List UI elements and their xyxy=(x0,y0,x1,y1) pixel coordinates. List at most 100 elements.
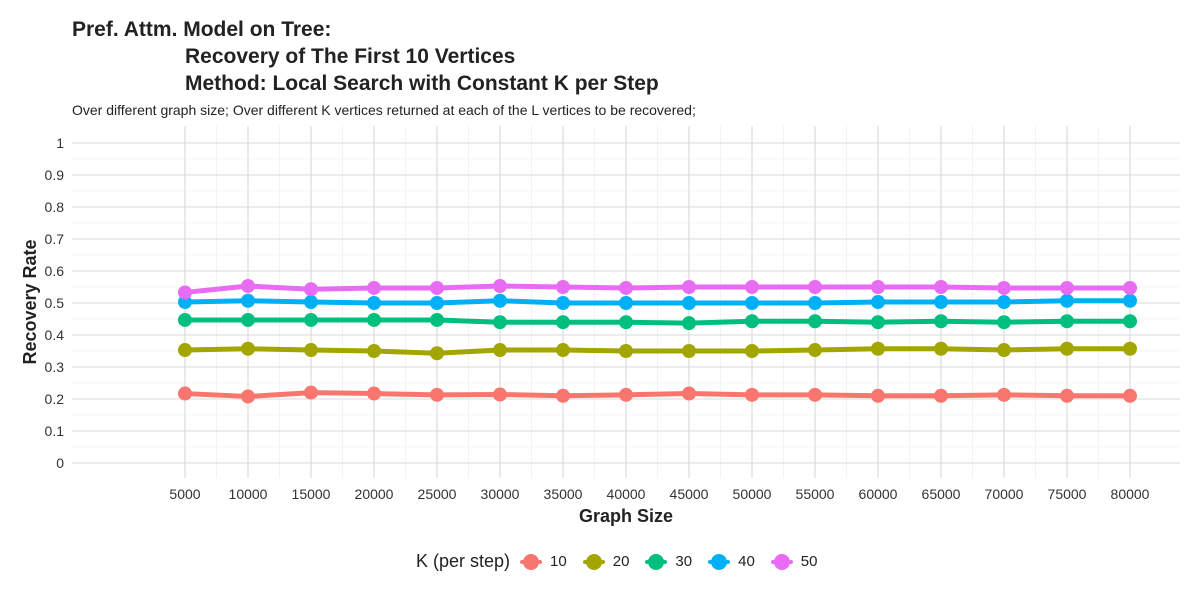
data-point-10 xyxy=(808,387,822,402)
x-tick-label: 75000 xyxy=(1048,486,1087,502)
y-axis-label: Recovery Rate xyxy=(20,239,40,364)
data-point-20 xyxy=(682,344,696,358)
x-tick-label: 40000 xyxy=(607,486,646,502)
legend-label: 50 xyxy=(800,553,818,570)
data-point-40 xyxy=(871,295,885,310)
legend-title: K (per step) xyxy=(416,551,511,571)
x-tick-label: 25000 xyxy=(418,486,457,502)
legend-key-icon xyxy=(520,553,543,570)
data-point-40 xyxy=(934,295,948,310)
data-point-20 xyxy=(430,346,444,361)
data-point-20 xyxy=(556,343,570,358)
data-point-30 xyxy=(997,315,1011,330)
data-point-40 xyxy=(178,295,192,310)
x-tick-label: 50000 xyxy=(733,486,772,502)
legend-label: 30 xyxy=(675,553,693,570)
data-point-50 xyxy=(997,280,1011,295)
data-point-50 xyxy=(871,280,885,294)
chart-subtitle: Over different graph size; Over differen… xyxy=(72,102,696,118)
data-point-10 xyxy=(430,387,444,402)
data-point-30 xyxy=(619,315,633,330)
data-point-20 xyxy=(1123,341,1137,356)
data-point-50 xyxy=(745,280,759,294)
data-point-40 xyxy=(808,296,822,310)
legend-item-40: 40 xyxy=(708,553,755,570)
data-point-40 xyxy=(1060,293,1074,308)
data-point-10 xyxy=(934,388,948,403)
data-point-30 xyxy=(1123,314,1137,329)
legend-item-30: 30 xyxy=(645,553,692,570)
data-point-20 xyxy=(745,344,759,358)
legend-label: 40 xyxy=(738,553,755,570)
chart-title-line-1: Pref. Attm. Model on Tree: xyxy=(72,18,332,41)
x-tick-label: 35000 xyxy=(544,486,583,502)
x-tick-label: 10000 xyxy=(229,486,268,502)
y-tick-label: 0.1 xyxy=(45,423,65,439)
data-point-10 xyxy=(367,386,381,401)
data-point-10 xyxy=(1123,388,1137,403)
data-point-10 xyxy=(304,385,318,400)
data-point-20 xyxy=(808,343,822,358)
data-point-30 xyxy=(304,312,318,327)
series-line-50 xyxy=(182,283,1133,295)
data-point-40 xyxy=(619,296,633,310)
data-point-20 xyxy=(493,343,507,358)
data-point-40 xyxy=(997,295,1011,310)
legend-key-icon xyxy=(708,553,731,570)
data-point-30 xyxy=(808,314,822,329)
data-point-20 xyxy=(1060,341,1074,356)
data-point-10 xyxy=(1060,388,1074,403)
data-point-20 xyxy=(997,343,1011,358)
data-point-40 xyxy=(430,296,444,310)
x-tick-label: 30000 xyxy=(481,486,520,502)
data-point-30 xyxy=(556,315,570,330)
data-point-10 xyxy=(997,387,1011,402)
legend-item-10: 10 xyxy=(520,553,567,570)
data-point-30 xyxy=(871,315,885,330)
data-point-30 xyxy=(241,312,255,327)
legend: K (per step) 10 20 30 40 50 xyxy=(416,551,833,572)
legend-label: 20 xyxy=(612,553,630,570)
data-point-10 xyxy=(493,387,507,402)
y-tick-label: 0.9 xyxy=(45,167,65,183)
data-point-20 xyxy=(367,344,381,358)
data-point-50 xyxy=(619,280,633,295)
series-line-20 xyxy=(182,346,1133,356)
data-point-10 xyxy=(745,387,759,402)
data-point-30 xyxy=(934,314,948,329)
legend-item-50: 50 xyxy=(770,553,818,570)
data-point-50 xyxy=(556,280,570,294)
x-tick-label: 60000 xyxy=(859,486,898,502)
legend-key-icon xyxy=(582,553,605,570)
data-point-30 xyxy=(430,312,444,327)
data-point-30 xyxy=(367,312,381,327)
data-point-20 xyxy=(178,343,192,358)
data-point-30 xyxy=(745,314,759,329)
legend-key-icon xyxy=(645,553,668,570)
x-tick-label: 15000 xyxy=(292,486,331,502)
y-tick-label: 0 xyxy=(56,455,64,471)
data-point-10 xyxy=(556,388,570,403)
data-point-50 xyxy=(178,285,192,300)
data-point-30 xyxy=(178,312,192,327)
data-point-10 xyxy=(682,386,696,401)
data-point-50 xyxy=(430,280,444,295)
data-point-20 xyxy=(304,343,318,358)
data-point-10 xyxy=(241,389,255,404)
x-axis-label: Graph Size xyxy=(579,506,673,526)
data-point-20 xyxy=(241,341,255,356)
y-tick-label: 0.4 xyxy=(45,327,65,343)
data-point-50 xyxy=(304,282,318,297)
legend-label: 10 xyxy=(550,553,567,570)
legend-items: 10 20 30 40 50 xyxy=(520,553,833,570)
y-tick-label: 0.5 xyxy=(45,295,65,311)
data-point-10 xyxy=(178,386,192,401)
data-point-50 xyxy=(1123,280,1137,295)
legend-key-icon xyxy=(770,553,793,570)
series-line-30 xyxy=(182,317,1133,326)
data-point-50 xyxy=(808,280,822,294)
data-point-40 xyxy=(304,295,318,310)
data-point-40 xyxy=(241,293,255,308)
x-tick-label: 80000 xyxy=(1111,486,1150,502)
